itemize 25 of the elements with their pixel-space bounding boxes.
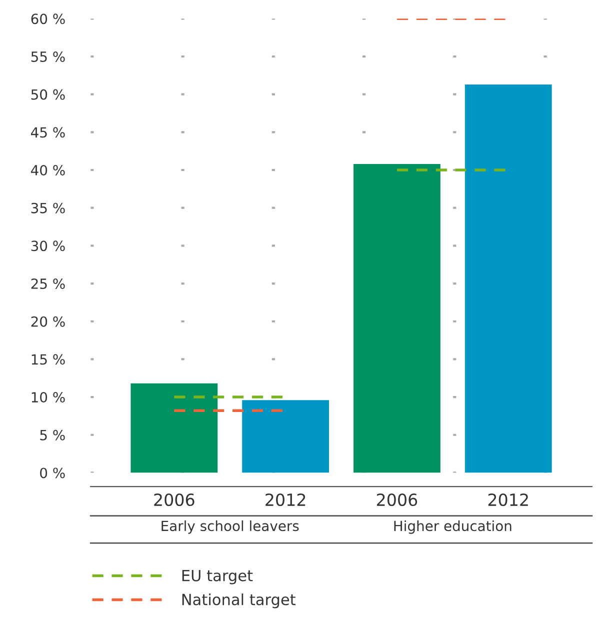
y-tick-label: 40 % [30, 164, 65, 176]
bar [464, 84, 552, 473]
y-tick-label: 25 % [31, 278, 65, 290]
y-tick-label: 35 % [31, 202, 65, 214]
bar [130, 383, 218, 473]
y-tick-label: 45 % [30, 127, 65, 138]
bar [354, 164, 440, 473]
y-tick-label: 20 % [31, 316, 65, 327]
x-tick-label: 2006 [154, 493, 194, 506]
y-tick-label: 30 % [31, 240, 65, 252]
y-tick-label: 55 % [31, 51, 65, 62]
y-tick-label: 15 % [32, 354, 65, 365]
text: Higher education [394, 520, 512, 534]
y-tick-label: 5 % [40, 430, 65, 440]
legend-label: EU target [182, 570, 253, 584]
x-tick-label: 2006 [376, 493, 418, 506]
y-tick-label: 0 % [40, 468, 65, 478]
legend-label: National target [182, 593, 296, 608]
bar [242, 400, 330, 473]
y-tick-label: 50 % [31, 89, 65, 100]
x-tick-label: 2012 [488, 493, 528, 506]
x-tick-label: 2012 [266, 493, 306, 506]
y-tick-label: 10 % [32, 392, 65, 403]
text: Early school leavers [162, 520, 299, 534]
y-tick-label: 60 % [31, 14, 65, 24]
